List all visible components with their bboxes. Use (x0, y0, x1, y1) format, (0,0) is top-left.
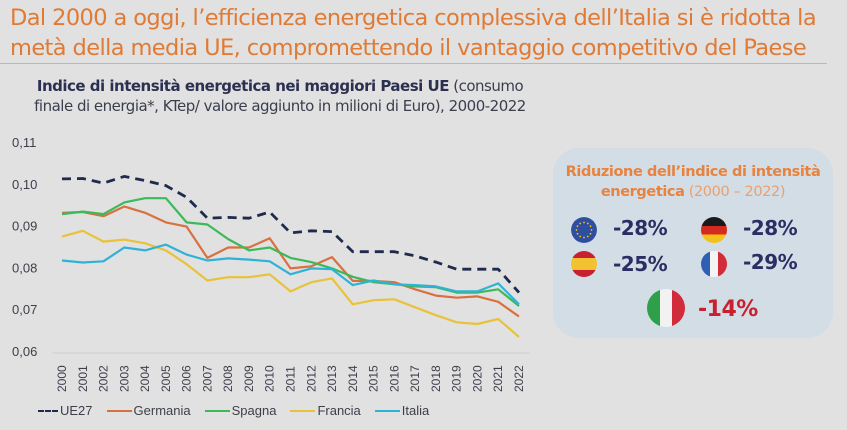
legend-swatch (106, 409, 132, 412)
italy-flag-icon (647, 289, 685, 327)
x-tick-label: 2020 (470, 365, 484, 392)
x-tick-label: 2016 (387, 365, 401, 392)
x-tick-label: 2007 (200, 365, 214, 392)
x-tick-label: 2010 (263, 365, 277, 392)
chart-subtitle-bold: Indice di intensità energetica nei maggi… (36, 77, 450, 95)
legend-swatch (204, 409, 230, 412)
legend-swatch (38, 409, 58, 412)
france-reduction-value: -29% (743, 250, 798, 274)
x-tick-label: 2012 (304, 365, 318, 392)
series-line-italia (61, 243, 520, 306)
legend-item-francia: Francia (290, 403, 361, 418)
legend-label: Germania (133, 403, 191, 418)
x-tick-label: 2009 (242, 365, 256, 392)
chart-subtitle: Indice di intensità energetica nei maggi… (20, 76, 540, 116)
x-tick-label: 2022 (512, 365, 526, 392)
panel-title: Riduzione dell’indice di intensità energ… (553, 162, 833, 202)
x-tick-label: 2015 (367, 365, 381, 392)
x-tick-label: 2018 (429, 365, 443, 392)
x-tick-label: 2014 (346, 365, 360, 392)
x-tick-label: 2004 (138, 365, 152, 392)
eu-flag-icon (571, 217, 597, 243)
y-tick-label: 0,06 (12, 344, 37, 359)
panel-title-bold: Riduzione dell’indice di intensità energ… (565, 164, 821, 200)
legend-swatch (374, 409, 400, 412)
series-line-ue27 (61, 174, 521, 294)
x-tick-label: 2002 (97, 365, 111, 392)
legend-item-germania: Germania (106, 403, 191, 418)
legend-item-italia: Italia (374, 403, 430, 418)
x-tick-label: 2011 (284, 366, 298, 392)
y-tick-label: 0,10 (12, 177, 37, 192)
germany-reduction-value: -28% (743, 216, 798, 240)
x-tick-label: 2003 (117, 365, 131, 392)
x-axis: 2000 2001 2002 2003 2004 2005 2006 2007 2008 2009… (55, 365, 526, 392)
reduction-panel: Riduzione dell’indice di intensità energ… (553, 148, 833, 338)
x-tick-label: 2021 (491, 365, 505, 392)
x-tick-label: 2008 (221, 365, 235, 392)
x-tick-label: 2001 (76, 365, 90, 392)
divider (0, 63, 827, 64)
spain-flag-icon (571, 251, 597, 277)
y-axis: 0,06 0,07 0,08 0,09 0,10 0,11 (12, 135, 37, 359)
headline: Dal 2000 a oggi, l’efficienza energetica… (10, 5, 817, 61)
x-tick-label: 2017 (408, 365, 422, 392)
italy-reduction-value: -14% (698, 297, 758, 322)
legend-swatch (290, 409, 316, 412)
x-tick-label: 2013 (325, 365, 339, 392)
legend-item-spagna: Spagna (204, 403, 277, 418)
x-tick-label: 2019 (450, 365, 464, 392)
legend-label: Italia (401, 403, 430, 418)
series-line-germania (61, 205, 520, 318)
series-line-francia (61, 229, 520, 338)
chart-subtitle-normal: (consumo finale di energia*, KTep/ valor… (34, 77, 526, 115)
panel-title-period: (2000 – 2022) (684, 184, 786, 200)
france-flag-icon (701, 251, 727, 277)
y-tick-label: 0,08 (12, 260, 37, 275)
legend-label: UE27 (60, 403, 93, 418)
legend-label: Spagna (231, 403, 277, 418)
x-tick-label: 2000 (55, 365, 69, 392)
germany-flag-icon (701, 217, 727, 243)
legend-item-ue27: UE27 (38, 403, 93, 418)
line-chart: 0,060,070,080,090,100,11 2000 2001 2002 200… (12, 135, 530, 392)
chart-legend: UE27 Germania Spagna Francia Italia (38, 403, 429, 418)
legend-label: Francia (317, 403, 361, 418)
x-tick-label: 2006 (180, 365, 194, 392)
x-tick-label: 2005 (159, 365, 173, 392)
eu-reduction-value: -28% (613, 216, 668, 240)
y-tick-label: 0,09 (12, 219, 37, 234)
series-group (61, 174, 521, 338)
y-tick-label: 0,11 (12, 135, 36, 150)
spain-reduction-value: -25% (613, 252, 668, 276)
y-tick-label: 0,07 (12, 302, 37, 317)
